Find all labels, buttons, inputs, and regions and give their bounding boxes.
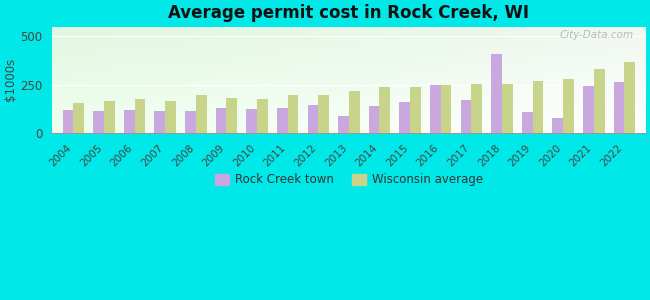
Bar xyxy=(288,95,298,133)
Bar xyxy=(62,110,73,133)
Bar xyxy=(461,100,471,133)
Text: City-Data.com: City-Data.com xyxy=(560,30,634,40)
Bar xyxy=(583,85,594,133)
Bar xyxy=(338,116,349,133)
Bar xyxy=(522,112,532,133)
Bar xyxy=(226,98,237,133)
Bar xyxy=(257,99,268,133)
Bar xyxy=(73,103,84,133)
Bar xyxy=(369,106,380,133)
Bar xyxy=(471,84,482,133)
Bar xyxy=(430,85,441,133)
Bar xyxy=(307,105,318,133)
Bar xyxy=(135,99,146,133)
Bar xyxy=(277,108,288,133)
Bar xyxy=(491,54,502,133)
Title: Average permit cost in Rock Creek, WI: Average permit cost in Rock Creek, WI xyxy=(168,4,529,22)
Bar xyxy=(399,102,410,133)
Bar xyxy=(563,79,574,133)
Bar xyxy=(165,101,176,133)
Y-axis label: $1000s: $1000s xyxy=(4,58,17,101)
Legend: Rock Creek town, Wisconsin average: Rock Creek town, Wisconsin average xyxy=(210,169,488,191)
Bar xyxy=(124,110,135,133)
Bar xyxy=(196,95,207,133)
Bar xyxy=(93,111,104,133)
Bar xyxy=(185,111,196,133)
Bar xyxy=(410,87,421,133)
Bar xyxy=(318,95,329,133)
Bar xyxy=(155,111,165,133)
Bar xyxy=(349,92,359,133)
Bar xyxy=(104,101,114,133)
Bar xyxy=(246,109,257,133)
Bar xyxy=(552,118,563,133)
Bar xyxy=(532,81,543,133)
Bar xyxy=(625,62,635,133)
Bar xyxy=(380,87,390,133)
Bar xyxy=(502,84,513,133)
Bar xyxy=(594,69,604,133)
Bar xyxy=(614,82,625,133)
Bar xyxy=(216,108,226,133)
Bar xyxy=(441,85,452,133)
